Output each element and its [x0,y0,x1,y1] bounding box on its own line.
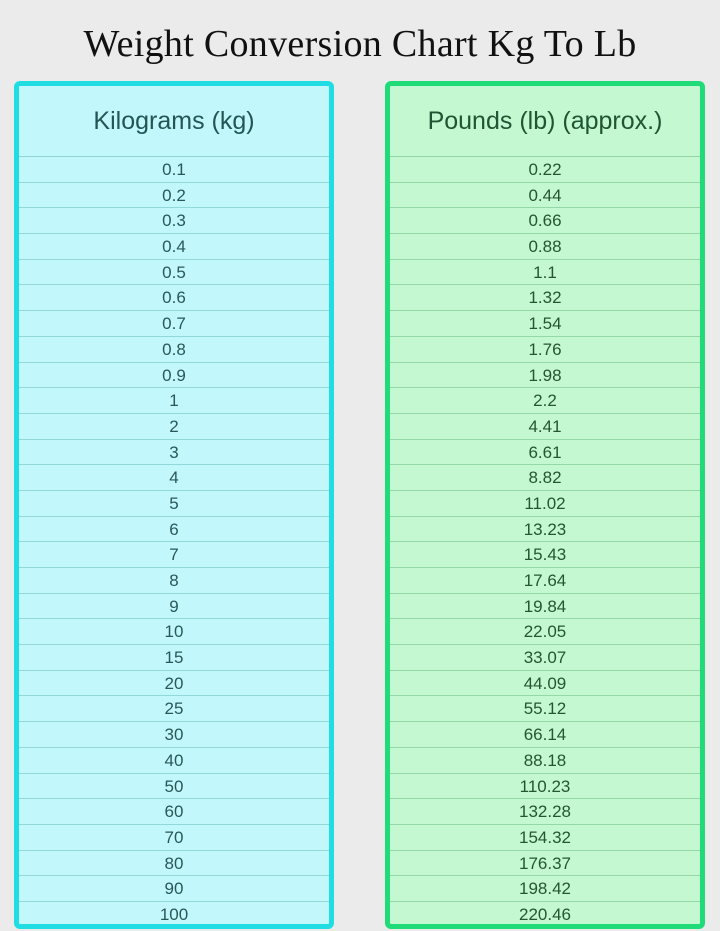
pounds-cell: 17.64 [390,568,700,594]
pounds-cell: 22.05 [390,619,700,646]
kilograms-cell: 5 [19,491,329,517]
kilograms-cell: 0.5 [19,260,329,286]
pounds-cell: 0.22 [390,157,700,183]
kilograms-cell: 9 [19,594,329,620]
kilograms-cell: 15 [19,645,329,671]
kilograms-cell: 7 [19,542,329,568]
kilograms-cell: 0.7 [19,311,329,337]
kilograms-cell: 60 [19,799,329,825]
pounds-cell: 88.18 [390,748,700,774]
pounds-cell: 19.84 [390,594,700,620]
kilograms-cell: 4 [19,465,329,491]
kilograms-cell: 100 [159,904,189,924]
kilograms-cell: 0.6 [19,285,329,312]
pounds-cell: 44.09 [390,671,700,697]
kilograms-header: Kilograms (kg) [19,86,329,157]
pounds-cell: 110.23 [390,774,700,800]
pounds-rows: 0.22 0.44 0.66 0.88 1.1 1.32 1.54 1.76 1.98 2.2 4.… [390,157,700,928]
kilograms-cell: 70 [19,825,329,851]
pounds-cell: 6.61 [390,440,700,466]
pounds-cell: 1.76 [390,337,700,363]
kilograms-cell: 30 [19,722,329,748]
pounds-cell: 66.14 [390,722,700,748]
pounds-cell: 198.42 [390,876,700,902]
kilograms-cell: 80 [19,851,329,877]
kilograms-cell: 0.1 [19,157,329,183]
kilograms-cell: 25 [19,696,329,723]
pounds-cell: 4.41 [390,414,700,440]
pounds-cell: 1.32 [390,285,700,312]
kilograms-cell: 10 [19,619,329,646]
kilograms-cell: 0.4 [19,234,329,260]
pounds-cell: 0.66 [390,208,700,235]
pounds-header: Pounds (lb) (approx.) [390,86,700,157]
pounds-cell: 55.12 [390,696,700,723]
kilograms-cell: 0.8 [19,337,329,363]
page-title: Weight Conversion Chart Kg To Lb [83,23,637,65]
kilograms-cell: 0.9 [19,363,329,389]
pounds-cell: 220.46 [519,904,571,924]
pounds-cell: 0.88 [390,234,700,260]
pounds-cell: 154.32 [390,825,700,851]
pounds-cell: 0.44 [390,183,700,209]
pounds-cell: 132.28 [390,799,700,825]
pounds-cell: 1.98 [390,363,700,389]
kilograms-cell: 3 [19,440,329,466]
kilograms-cell: 40 [19,748,329,774]
pounds-cell: 176.37 [390,851,700,877]
kilograms-column: Kilograms (kg) 0.1 0.2 0.3 0.4 0.5 0.6 0.7 0.8 0… [14,81,334,929]
kilograms-cell: 90 [19,876,329,902]
kilograms-cell: 8 [19,568,329,594]
kilograms-cell: 50 [19,774,329,800]
pounds-cell: 15.43 [390,542,700,568]
kilograms-cell: 2 [19,414,329,440]
kilograms-rows: 0.1 0.2 0.3 0.4 0.5 0.6 0.7 0.8 0.9 1 2 3 4 5 6 7 8 9 10 15… [19,157,329,928]
pounds-cell: 33.07 [390,645,700,671]
pounds-cell: 1.1 [390,260,700,286]
pounds-column: Pounds (lb) (approx.) 0.22 0.44 0.66 0.88 1.… [385,81,705,929]
kilograms-cell: 1 [19,388,329,414]
kilograms-cell: 20 [19,671,329,697]
pounds-cell: 11.02 [390,491,700,517]
kilograms-cell: 0.2 [19,183,329,209]
kilograms-cell: 6 [19,517,329,543]
kilograms-cell: 0.3 [19,208,329,235]
pounds-cell: 1.54 [390,311,700,337]
pounds-cell: 13.23 [390,517,700,543]
pounds-cell: 8.82 [390,465,700,491]
pounds-cell: 2.2 [390,388,700,414]
